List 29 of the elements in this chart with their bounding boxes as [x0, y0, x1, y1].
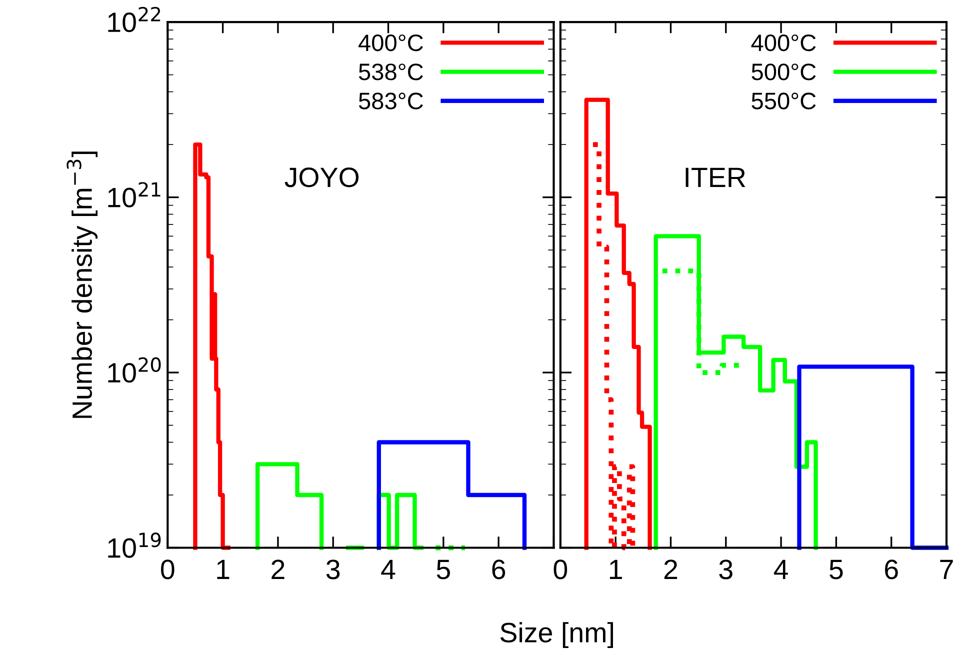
legend-label: 538°C — [358, 64, 423, 80]
x-tick-label: 1 — [610, 560, 622, 579]
x-tick-label: 2 — [272, 560, 284, 579]
x-tick-label: 4 — [774, 560, 788, 579]
y-tick-label: 10$^{20}$ — [108, 357, 161, 383]
y-tick-label: 10$^{19}$ — [108, 532, 161, 558]
x-tick-label: 1 — [217, 560, 230, 579]
x-tick-label: 5 — [436, 560, 450, 580]
x-tick-label: 0 — [554, 560, 568, 580]
legend-label: 400°C — [751, 34, 816, 52]
y-tick-label: 10$^{22}$ — [108, 6, 160, 32]
x-axis-title: Size [nm] — [500, 622, 613, 648]
annotation: ITER — [686, 168, 746, 187]
x-tick-label: 6 — [492, 560, 506, 580]
x-tick-label: 4 — [381, 560, 396, 579]
legend-label: 583°C — [358, 92, 423, 110]
x-tick-label: 5 — [830, 560, 843, 580]
x-tick-label: 3 — [326, 560, 340, 580]
annotation: JOYO — [284, 168, 359, 188]
legend-label: 500°C — [752, 64, 816, 80]
y-tick-label: 10$^{21}$ — [108, 182, 160, 208]
legend-label: 400°C — [358, 34, 423, 52]
x-tick-label: 2 — [664, 560, 678, 579]
x-tick-label: 6 — [885, 560, 898, 580]
x-tick-label: 0 — [161, 560, 174, 580]
y-axis-title: Number density [m$^{−3}$] — [66, 152, 98, 418]
legend-label: 550°C — [752, 92, 816, 110]
x-tick-label: 3 — [719, 560, 732, 580]
x-tick-label: 7 — [940, 560, 953, 579]
